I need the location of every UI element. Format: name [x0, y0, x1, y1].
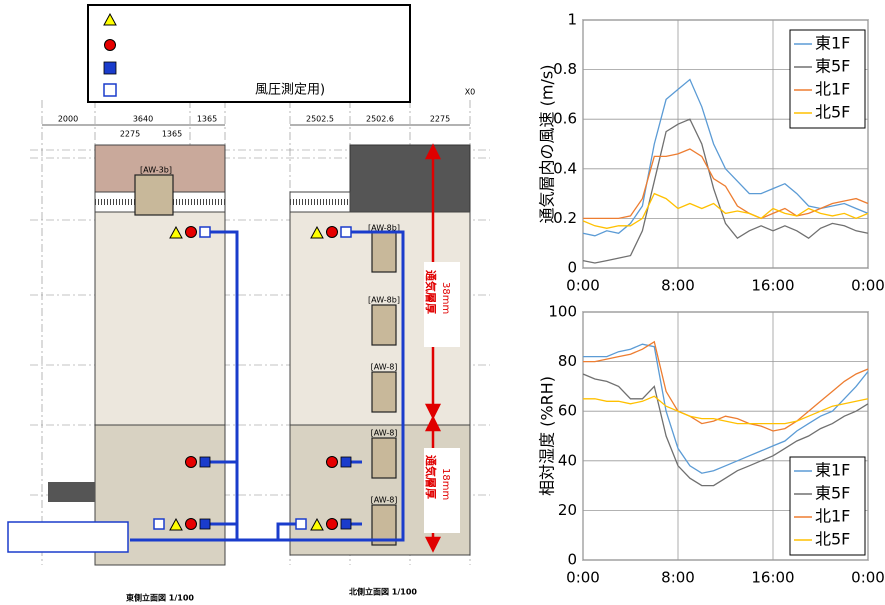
- dimension: 2502.5: [306, 115, 334, 124]
- window: [372, 438, 396, 478]
- diagram: [AW-3b] [AW-8b] [AW-8b] [AW-8] [AW-8] [A…: [8, 5, 490, 603]
- window: [372, 232, 396, 272]
- legend-label: 東5F: [815, 57, 850, 76]
- window-label: [AW-8b]: [368, 296, 400, 305]
- legend-label: 北1F: [815, 80, 850, 99]
- label-box: [8, 522, 128, 552]
- window-label: [AW-8]: [371, 363, 398, 372]
- window-label: [AW-8]: [371, 429, 398, 438]
- dimension: 1365: [197, 115, 217, 124]
- window-label: [AW-8]: [371, 496, 398, 505]
- y-tick-label: 0.4: [553, 159, 577, 177]
- window: [372, 305, 396, 345]
- y-tick-label: 80: [558, 352, 577, 370]
- layer-label: 通気層厚: [424, 270, 438, 314]
- legend-label: 東5F: [815, 484, 850, 503]
- axis-mark: X0: [465, 88, 476, 97]
- window: [135, 175, 173, 215]
- y-axis-title: 相対湿度 (%RH): [538, 376, 557, 496]
- x-tick-label: 16:00: [751, 277, 794, 295]
- x-tick-label: 8:00: [661, 569, 695, 587]
- y-tick-label: 40: [558, 451, 577, 469]
- y-tick-label: 60: [558, 402, 577, 420]
- dimension: 2275: [430, 115, 450, 124]
- symbol-legend: [88, 5, 410, 102]
- y-tick-label: 0: [567, 551, 577, 569]
- legend-label: 東1F: [815, 461, 850, 480]
- layer-thickness: 18mm: [440, 468, 451, 500]
- legend-label: 北5F: [815, 103, 850, 122]
- caption: 北側立面図 1/100: [349, 587, 417, 597]
- caption: 東側立面図 1/100: [126, 593, 194, 603]
- x-tick-label: 8:00: [661, 277, 695, 295]
- dimension: 2502.6: [366, 115, 394, 124]
- dimension: 3640: [133, 115, 153, 124]
- legend-label: 北1F: [815, 507, 850, 526]
- x-tick-label: 16:00: [751, 569, 794, 587]
- legend-note: 風圧測定用): [255, 83, 325, 98]
- legend-label: 北5F: [815, 530, 850, 549]
- upper-wall: [95, 212, 225, 425]
- dimension: 2275: [120, 130, 140, 139]
- canopy: [48, 482, 95, 502]
- page: [AW-3b] [AW-8b] [AW-8b] [AW-8] [AW-8] [A…: [0, 0, 885, 605]
- y-axis-title: 通気層内の風速 (m/s): [538, 65, 557, 224]
- y-tick-label: 1: [567, 11, 577, 29]
- y-tick-label: 100: [548, 303, 577, 321]
- y-tick-label: 20: [558, 501, 577, 519]
- x-tick-label: 0:00: [851, 569, 885, 587]
- window: [372, 372, 396, 412]
- x-tick-label: 0:00: [566, 277, 600, 295]
- y-tick-label: 0.2: [553, 209, 577, 227]
- legend-label: 東1F: [815, 34, 850, 53]
- layer-label: 通気層厚: [424, 455, 438, 499]
- window-label: [AW-3b]: [140, 166, 172, 175]
- y-tick-label: 0.8: [553, 60, 577, 78]
- penthouse: [350, 145, 470, 212]
- y-tick-label: 0: [567, 259, 577, 277]
- x-tick-label: 0:00: [851, 277, 885, 295]
- layer-thickness: 38mm: [440, 282, 451, 314]
- dimension: 2000: [58, 115, 78, 124]
- y-tick-label: 0.6: [553, 110, 577, 128]
- dimension: 1365: [162, 130, 182, 139]
- x-tick-label: 0:00: [566, 569, 600, 587]
